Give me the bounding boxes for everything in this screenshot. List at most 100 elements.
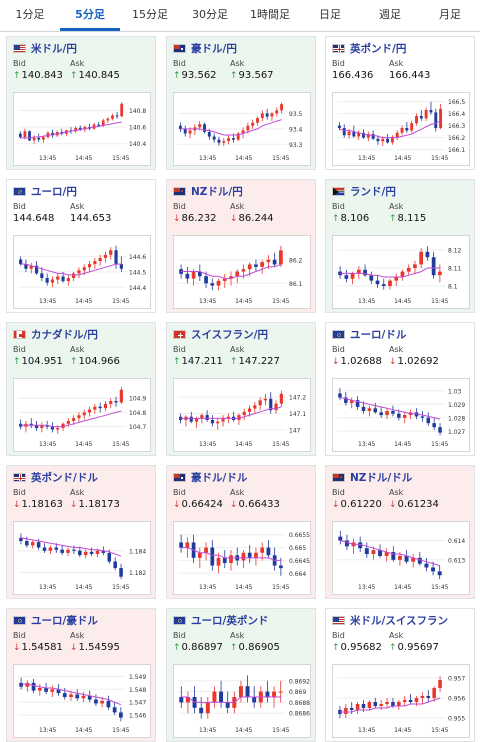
candle-body: [87, 409, 92, 413]
y-tick-label: 140.4: [129, 141, 146, 148]
pair-title[interactable]: ユーロ/英ポンド: [191, 614, 269, 627]
pair-card[interactable]: カナダドル/円 Bid Ask ↑104.951 ↑104.966 104.9 104.8 1…: [6, 322, 156, 456]
pair-title[interactable]: ユーロ/豪ドル: [31, 614, 98, 627]
pair-title[interactable]: 豪ドル/円: [191, 42, 237, 55]
price-labels: Bid Ask: [173, 59, 244, 68]
tab-1[interactable]: 5分足: [60, 0, 120, 31]
pair-title[interactable]: 米ドル/スイスフラン: [350, 614, 449, 627]
candlestick-chart[interactable]: 147.2 147.1 147 13:45 14:45 15:45: [173, 378, 311, 452]
pair-title[interactable]: 米ドル/円: [31, 42, 77, 55]
pair-title[interactable]: ランド/円: [350, 185, 396, 198]
candle-body: [197, 552, 202, 558]
y-tick-label: 93.4: [289, 126, 303, 133]
moving-average-line: [20, 410, 122, 428]
arrow-up-icon: ↑: [13, 71, 21, 81]
pair-card[interactable]: 英ポンド/ドル Bid Ask ↓1.18163 ↓1.18173 1.184 1.182 1…: [6, 465, 156, 599]
moving-average-line: [339, 697, 441, 713]
tab-5[interactable]: 日足: [319, 8, 341, 21]
price-labels: Bid Ask: [173, 202, 244, 211]
price-values: ↓1.54581 ↓1.54595: [13, 642, 120, 653]
candlestick-chart[interactable]: 1.184 1.182 13:45 14:45 15:45: [13, 521, 151, 595]
candle-body: [363, 269, 367, 276]
pair-card[interactable]: 豪ドル/円 Bid Ask ↑93.562 ↑93.567 93.5 93.4 93.3 13:…: [166, 36, 316, 170]
candle-body: [66, 549, 70, 553]
arrow-up-icon: ↑: [230, 357, 238, 367]
arrow-down-icon: ↓: [70, 643, 78, 653]
pair-title[interactable]: NZドル/ドル: [350, 471, 413, 484]
ask-value: 0.86905: [238, 642, 280, 653]
flag-icon: [173, 43, 186, 53]
candle-body: [342, 128, 346, 136]
y-tick-label: 1.184: [129, 548, 146, 555]
candle-body: [438, 271, 442, 276]
candlestick-chart[interactable]: 140.8 140.6 140.4 13:45 14:45 15:45: [13, 92, 151, 166]
tab-7[interactable]: 月足: [439, 8, 461, 21]
pair-title[interactable]: スイスフラン/円: [191, 328, 269, 341]
pair-title[interactable]: NZドル/円: [191, 185, 243, 198]
y-tick-label: 1.548: [129, 687, 146, 694]
x-tick-label: 14:45: [235, 441, 252, 448]
price-labels: Bid Ask: [13, 345, 84, 354]
pair-card[interactable]: ランド/円 Bid Ask ↑8.106 ↑8.115 8.12 8.11 8.1 13:45 1…: [325, 179, 475, 313]
pair-card[interactable]: 豪ドル/ドル Bid Ask ↓0.66424 ↓0.66433 0.6655 0.665 0…: [166, 465, 316, 599]
x-tick-label: 14:45: [235, 298, 252, 305]
ask-price: 144.653: [70, 213, 111, 224]
y-tick-label: 1.549: [129, 674, 146, 681]
candlestick-chart[interactable]: 0.614 0.613 13:45 14:45 15:45: [332, 521, 470, 595]
tab-6[interactable]: 週足: [379, 8, 401, 21]
candle-body: [210, 420, 215, 424]
pair-title[interactable]: 英ポンド/円: [350, 42, 407, 55]
pair-title[interactable]: ユーロ/ドル: [350, 328, 407, 341]
tab-0[interactable]: 1分足: [15, 8, 45, 21]
pair-card[interactable]: 英ポンド/円 Bid Ask 166.436 166.443 166.5 166.4 166.…: [325, 36, 475, 170]
tab-3[interactable]: 30分足: [192, 8, 228, 21]
flag-icon: [13, 472, 26, 482]
candle-body: [413, 264, 417, 268]
candlestick-chart[interactable]: 93.5 93.4 93.3 13:45 14:45 15:45: [173, 92, 311, 166]
candle-body: [373, 702, 378, 706]
bid-value: 147.211: [181, 356, 223, 367]
pair-card[interactable]: NZドル/ドル Bid Ask ↓0.61220 ↓0.61234 0.614 0.613 1…: [325, 465, 475, 599]
pair-title[interactable]: ユーロ/円: [31, 185, 77, 198]
candlestick-chart[interactable]: 8.12 8.11 8.1 13:45 14:45 15:45: [332, 235, 470, 309]
pair-title[interactable]: 豪ドル/ドル: [191, 471, 248, 484]
candle-body: [114, 401, 118, 403]
tab-2[interactable]: 15分足: [132, 8, 168, 21]
pair-title[interactable]: カナダドル/円: [31, 328, 98, 341]
y-tick-label: 166.1: [448, 147, 465, 154]
tab-4[interactable]: 1時間足: [250, 8, 290, 21]
bid-value: 1.18163: [21, 499, 63, 510]
arrow-down-icon: ↓: [173, 500, 181, 510]
pair-card[interactable]: 米ドル/スイスフラン Bid Ask ↑0.95682 ↑0.95697 0.957 0.9…: [325, 608, 475, 742]
arrow-up-icon: ↑: [70, 357, 78, 367]
pair-title[interactable]: 英ポンド/ドル: [31, 471, 98, 484]
candlestick-chart[interactable]: 86.2 86.1 13:45 14:45 15:45: [173, 235, 311, 309]
candle-body: [432, 423, 436, 428]
ask-value: 1.54595: [78, 642, 120, 653]
candlestick-chart[interactable]: 1.03 1.029 1.028 1.027 13:45 14:45 15:45: [332, 378, 470, 452]
pair-card[interactable]: スイスフラン/円 Bid Ask ↑147.211 ↑147.227 147.2 147.1…: [166, 322, 316, 456]
pair-card[interactable]: NZドル/円 Bid Ask ↓86.232 ↓86.244 86.2 86.1 13:45 1…: [166, 179, 316, 313]
candle-body: [72, 273, 76, 279]
pair-card[interactable]: 米ドル/円 Bid Ask ↑140.843 ↑140.845 140.8 140.6 140…: [6, 36, 156, 170]
pair-card[interactable]: ユーロ/ドル Bid Ask ↓1.02688 ↓1.02692 1.03 1.029 1.0…: [325, 322, 475, 456]
pair-card[interactable]: ユーロ/英ポンド Bid Ask ↑0.86897 ↑0.86905 0.8692 0.86…: [166, 608, 316, 742]
flag-icon: [332, 329, 345, 339]
candle-body: [101, 550, 106, 553]
pair-card[interactable]: ユーロ/豪ドル Bid Ask ↓1.54581 ↓1.54595 1.549 1.548 1…: [6, 608, 156, 742]
candlestick-chart[interactable]: 0.8692 0.869 0.8688 0.8686 13:45 14:45 15:45: [173, 664, 311, 738]
candlestick-chart[interactable]: 0.6655 0.665 0.6645 0.664 13:45 14:45 15:45: [173, 521, 311, 595]
candle-body: [34, 265, 39, 274]
candlestick-chart[interactable]: 0.957 0.956 0.955 13:45 14:45 15:45: [332, 664, 470, 738]
candlestick-chart[interactable]: 104.9 104.8 104.7 13:45 14:45 15:45: [13, 378, 151, 452]
bid-label: Bid: [13, 631, 26, 640]
candlestick-chart[interactable]: 166.5 166.4 166.3 166.2 166.1 13:45 14:45 15:45: [332, 92, 470, 166]
pair-card[interactable]: ユーロ/円 Bid Ask 144.648 144.653 144.6 144.5 144.4…: [6, 179, 156, 313]
candlestick-chart[interactable]: 1.549 1.548 1.547 1.546 13:45 14:45 15:45: [13, 664, 151, 738]
candlestick-chart[interactable]: 144.6 144.5 144.4 13:45 14:45 15:45: [13, 235, 151, 309]
ask-value: 86.244: [238, 213, 274, 224]
flag-icon: [173, 472, 186, 482]
candle-body: [402, 415, 407, 418]
ask-value: 144.653: [70, 213, 112, 224]
candle-body: [438, 680, 442, 688]
